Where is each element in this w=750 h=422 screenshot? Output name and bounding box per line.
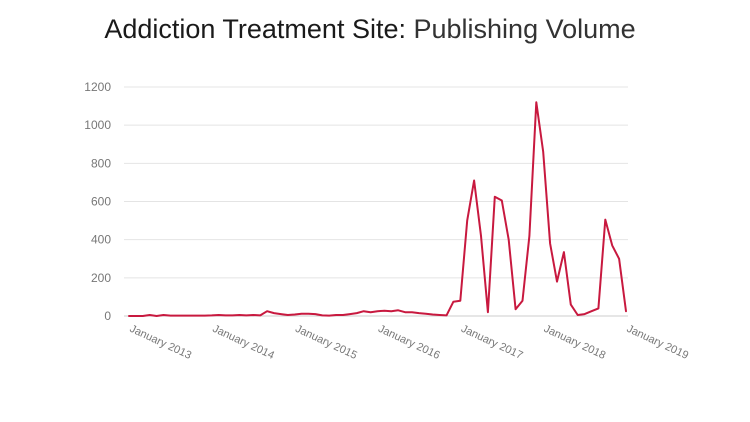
y-tick-label: 0 (104, 309, 111, 323)
series-line (128, 101, 627, 317)
x-tick-label: January 2016 (376, 323, 441, 362)
y-tick-label: 200 (91, 271, 111, 285)
x-axis-ticks: January 2013 January 2014 January 2015 Janu… (128, 323, 690, 362)
chart-title-strong: Addiction Treatment Site: (104, 14, 406, 44)
x-tick-label: January 2018 (542, 323, 607, 362)
series-layer (128, 101, 627, 317)
grid-lines (124, 86, 628, 317)
y-tick-label: 800 (91, 156, 111, 170)
y-tick-label: 1200 (84, 80, 111, 94)
x-tick-label: January 2019 (625, 323, 690, 362)
x-tick-label: January 2013 (128, 323, 193, 362)
x-tick-label: January 2015 (293, 323, 358, 362)
y-tick-label: 1000 (84, 118, 111, 132)
x-tick-label: January 2017 (459, 323, 524, 362)
y-axis-ticks: 0 200 400 600 800 1000 1200 (84, 80, 111, 323)
chart-title-light: Publishing Volume (413, 14, 636, 44)
chart-title: Addiction Treatment Site: Publishing Vol… (0, 14, 740, 45)
y-tick-label: 600 (91, 195, 111, 209)
x-tick-label: January 2014 (211, 323, 276, 362)
y-tick-label: 400 (91, 233, 111, 247)
